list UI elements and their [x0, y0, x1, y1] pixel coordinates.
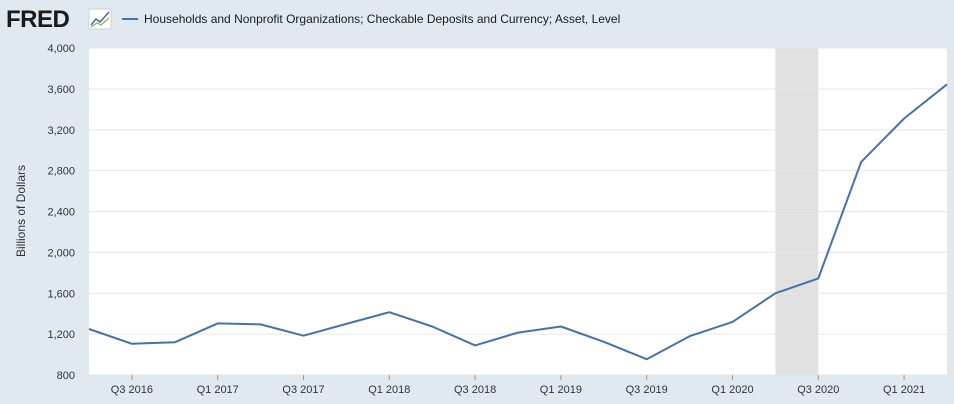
legend-series-name: Households and Nonprofit Organizations; …: [144, 12, 620, 26]
y-tick-label: 4,000: [47, 43, 75, 55]
fred-graph-icon: [88, 8, 112, 30]
y-tick-label: 1,200: [47, 329, 75, 341]
x-tick-label: Q3 2020: [797, 384, 839, 396]
x-axis-ticks: Q3 2016 Q1 2017 Q3 2017 Q1 2018 Q3 2018 Q1 20…: [111, 375, 925, 396]
y-tick-label: 2,000: [47, 247, 75, 259]
fred-logo-text: FRED: [6, 6, 70, 33]
y-axis-ticks: 800 1,200 1,600 2,000 2,400 2,800 3,200 3,600 4,…: [47, 43, 75, 382]
fred-logo[interactable]: FRED: [6, 6, 112, 33]
y-tick-label: 800: [57, 370, 75, 382]
x-tick-label: Q1 2018: [368, 384, 410, 396]
y-tick-label: 1,600: [47, 288, 75, 300]
x-tick-label: Q3 2018: [454, 384, 496, 396]
y-tick-label: 2,800: [47, 166, 75, 178]
y-tick-label: 2,400: [47, 207, 75, 219]
x-tick-label: Q3 2017: [282, 384, 324, 396]
x-tick-label: Q3 2016: [111, 384, 153, 396]
grid-lines: [89, 47, 947, 376]
x-tick-label: Q1 2020: [711, 384, 753, 396]
y-axis-title: Billions of Dollars: [14, 165, 28, 257]
y-tick-label: 3,200: [47, 125, 75, 137]
x-tick-label: Q1 2021: [883, 384, 925, 396]
x-tick-label: Q3 2019: [626, 384, 668, 396]
series-layer[interactable]: [88, 83, 948, 361]
y-tick-label: 3,600: [47, 84, 75, 96]
x-tick-label: Q1 2017: [197, 384, 239, 396]
legend: Households and Nonprofit Organizations; …: [122, 12, 620, 26]
x-tick-label: Q1 2019: [540, 384, 582, 396]
